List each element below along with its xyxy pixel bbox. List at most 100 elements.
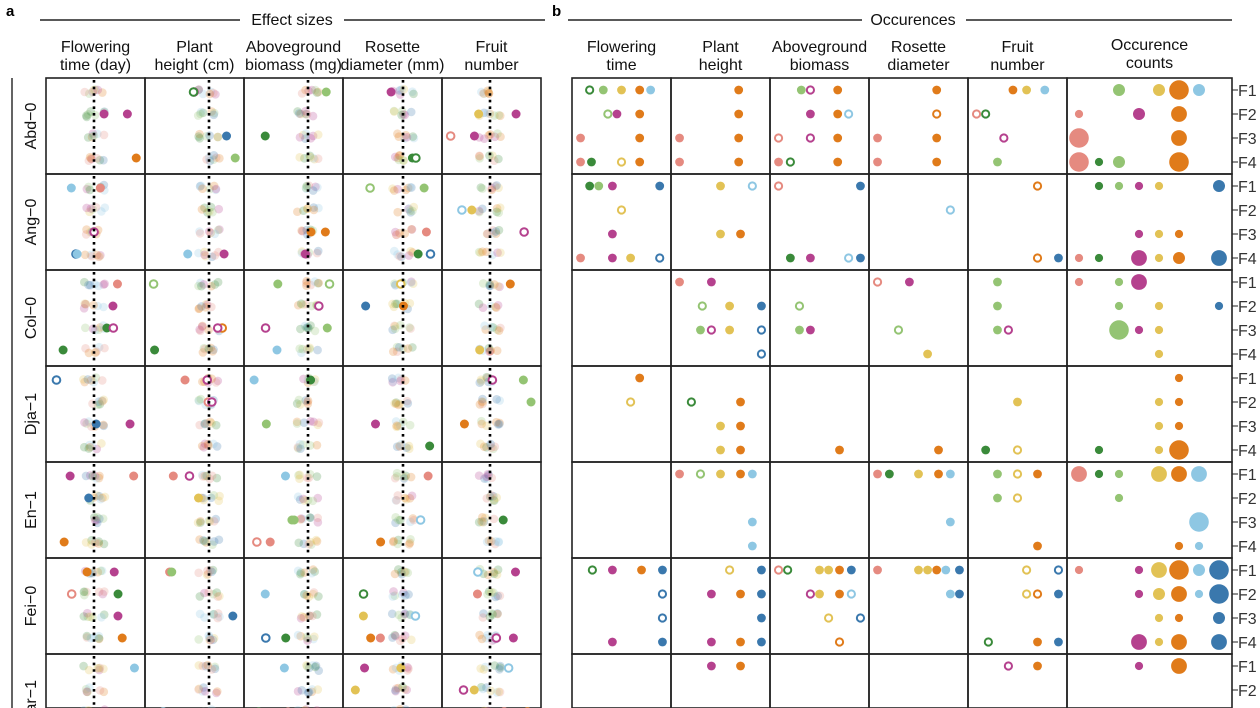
occurrence-count-bubble [1211, 634, 1227, 650]
effect-point [376, 537, 386, 547]
effect-point-faded [98, 514, 108, 523]
panel-a-header-4-line: Fruit [476, 39, 509, 56]
effect-point-faded [388, 377, 397, 387]
effect-point-faded [82, 608, 92, 618]
effect-point-faded [391, 299, 400, 309]
occurrence-point-open [805, 589, 816, 599]
effect-point-faded [195, 609, 205, 619]
effect-point-faded [389, 106, 399, 116]
effect-point-faded [82, 587, 91, 597]
occurrence-count-bubble [1134, 589, 1144, 599]
occurrence-point [612, 109, 622, 119]
occurrence-point [945, 589, 955, 599]
effect-point-faded [390, 591, 400, 600]
occurrence-point [736, 589, 745, 599]
effect-point [370, 419, 380, 429]
effect-point-faded [405, 494, 415, 503]
effect-point [129, 471, 139, 481]
effect-point [261, 419, 271, 429]
effect-point-faded [478, 394, 487, 404]
effect-point-faded [490, 539, 500, 549]
effect-point-faded [406, 107, 416, 117]
effect-point-faded [494, 110, 504, 120]
effect-point-faded [206, 635, 215, 645]
effect-point-faded [97, 613, 106, 622]
effect-point-faded [80, 377, 89, 387]
effect-point-faded [313, 130, 323, 139]
panel-b-header-1-line: Plant [702, 39, 739, 56]
effect-point-faded [496, 132, 505, 142]
panel-b-cell [967, 269, 1068, 367]
occurrence-point [675, 277, 684, 287]
effect-point-faded [478, 303, 488, 313]
effect-point-faded [213, 613, 223, 623]
effect-point [102, 323, 112, 333]
effect-point [511, 109, 521, 119]
occurrence-point-open [1003, 325, 1014, 335]
effect-point-faded [211, 90, 220, 99]
effect-point [475, 345, 485, 355]
occurrence-count-bubble [1074, 277, 1084, 287]
f-label-f1: F1 [1238, 467, 1257, 484]
effect-point-faded [297, 348, 306, 358]
effect-point-faded [389, 302, 399, 312]
effect-point-faded [394, 155, 404, 165]
occurrence-point [1054, 589, 1063, 599]
effect-point-faded [298, 130, 308, 140]
effect-point-faded [79, 442, 89, 452]
occurrence-point [833, 109, 843, 119]
effect-point-faded [309, 205, 319, 215]
effect-point-faded [293, 687, 303, 696]
f-label-f4: F4 [1238, 155, 1257, 172]
occurrence-point [707, 637, 716, 647]
effect-point-faded [478, 397, 488, 407]
f-label-f1: F1 [1238, 563, 1257, 580]
effect-point-faded [480, 513, 490, 523]
effect-point-faded [193, 111, 203, 120]
effect-point-faded [406, 517, 415, 527]
effect-point-faded [81, 471, 91, 481]
effect-point-faded [494, 225, 504, 235]
occurrence-point [655, 181, 665, 191]
occurrence-point [716, 469, 725, 479]
effect-point-faded [394, 565, 403, 574]
effect-point-faded [83, 133, 93, 142]
panel-a-cell [243, 365, 344, 463]
occurrence-point [626, 253, 635, 263]
occurrence-point [993, 493, 1002, 503]
effect-point-faded [394, 535, 403, 545]
effect-point [122, 109, 132, 119]
effect-point-faded [88, 399, 97, 408]
effect-point-faded [388, 537, 398, 547]
effect-point [125, 419, 135, 429]
effect-point-faded [392, 422, 401, 432]
effect-point-faded [84, 665, 94, 675]
effect-point-faded [293, 107, 302, 116]
effect-point-faded [406, 278, 416, 287]
effect-point-faded [398, 682, 407, 692]
effect-point-faded [389, 186, 399, 195]
effect-point-faded [200, 613, 209, 622]
effect-point-faded [408, 279, 418, 288]
effect-point-faded [198, 321, 207, 331]
effect-point-faded [212, 588, 222, 597]
effect-point-faded [208, 207, 217, 217]
effect-point-faded [313, 518, 323, 527]
effect-point-faded [194, 395, 204, 405]
effect-point-faded [207, 302, 216, 312]
occurrence-count-bubble [1171, 634, 1187, 650]
effect-point-faded [389, 246, 399, 256]
effect-point-faded [494, 154, 503, 164]
occurrence-point [736, 637, 745, 647]
effect-point-faded [492, 570, 502, 579]
effect-point-faded [390, 473, 400, 483]
effect-point-faded [478, 613, 488, 622]
occurrence-count-bubble [1094, 253, 1104, 263]
effect-point-faded [403, 183, 413, 193]
occurrence-point [707, 661, 716, 671]
effect-point-faded [306, 416, 315, 426]
occurrence-count-bubble [1169, 560, 1189, 580]
effect-point-faded [195, 133, 204, 143]
effect-point-faded [496, 323, 505, 333]
